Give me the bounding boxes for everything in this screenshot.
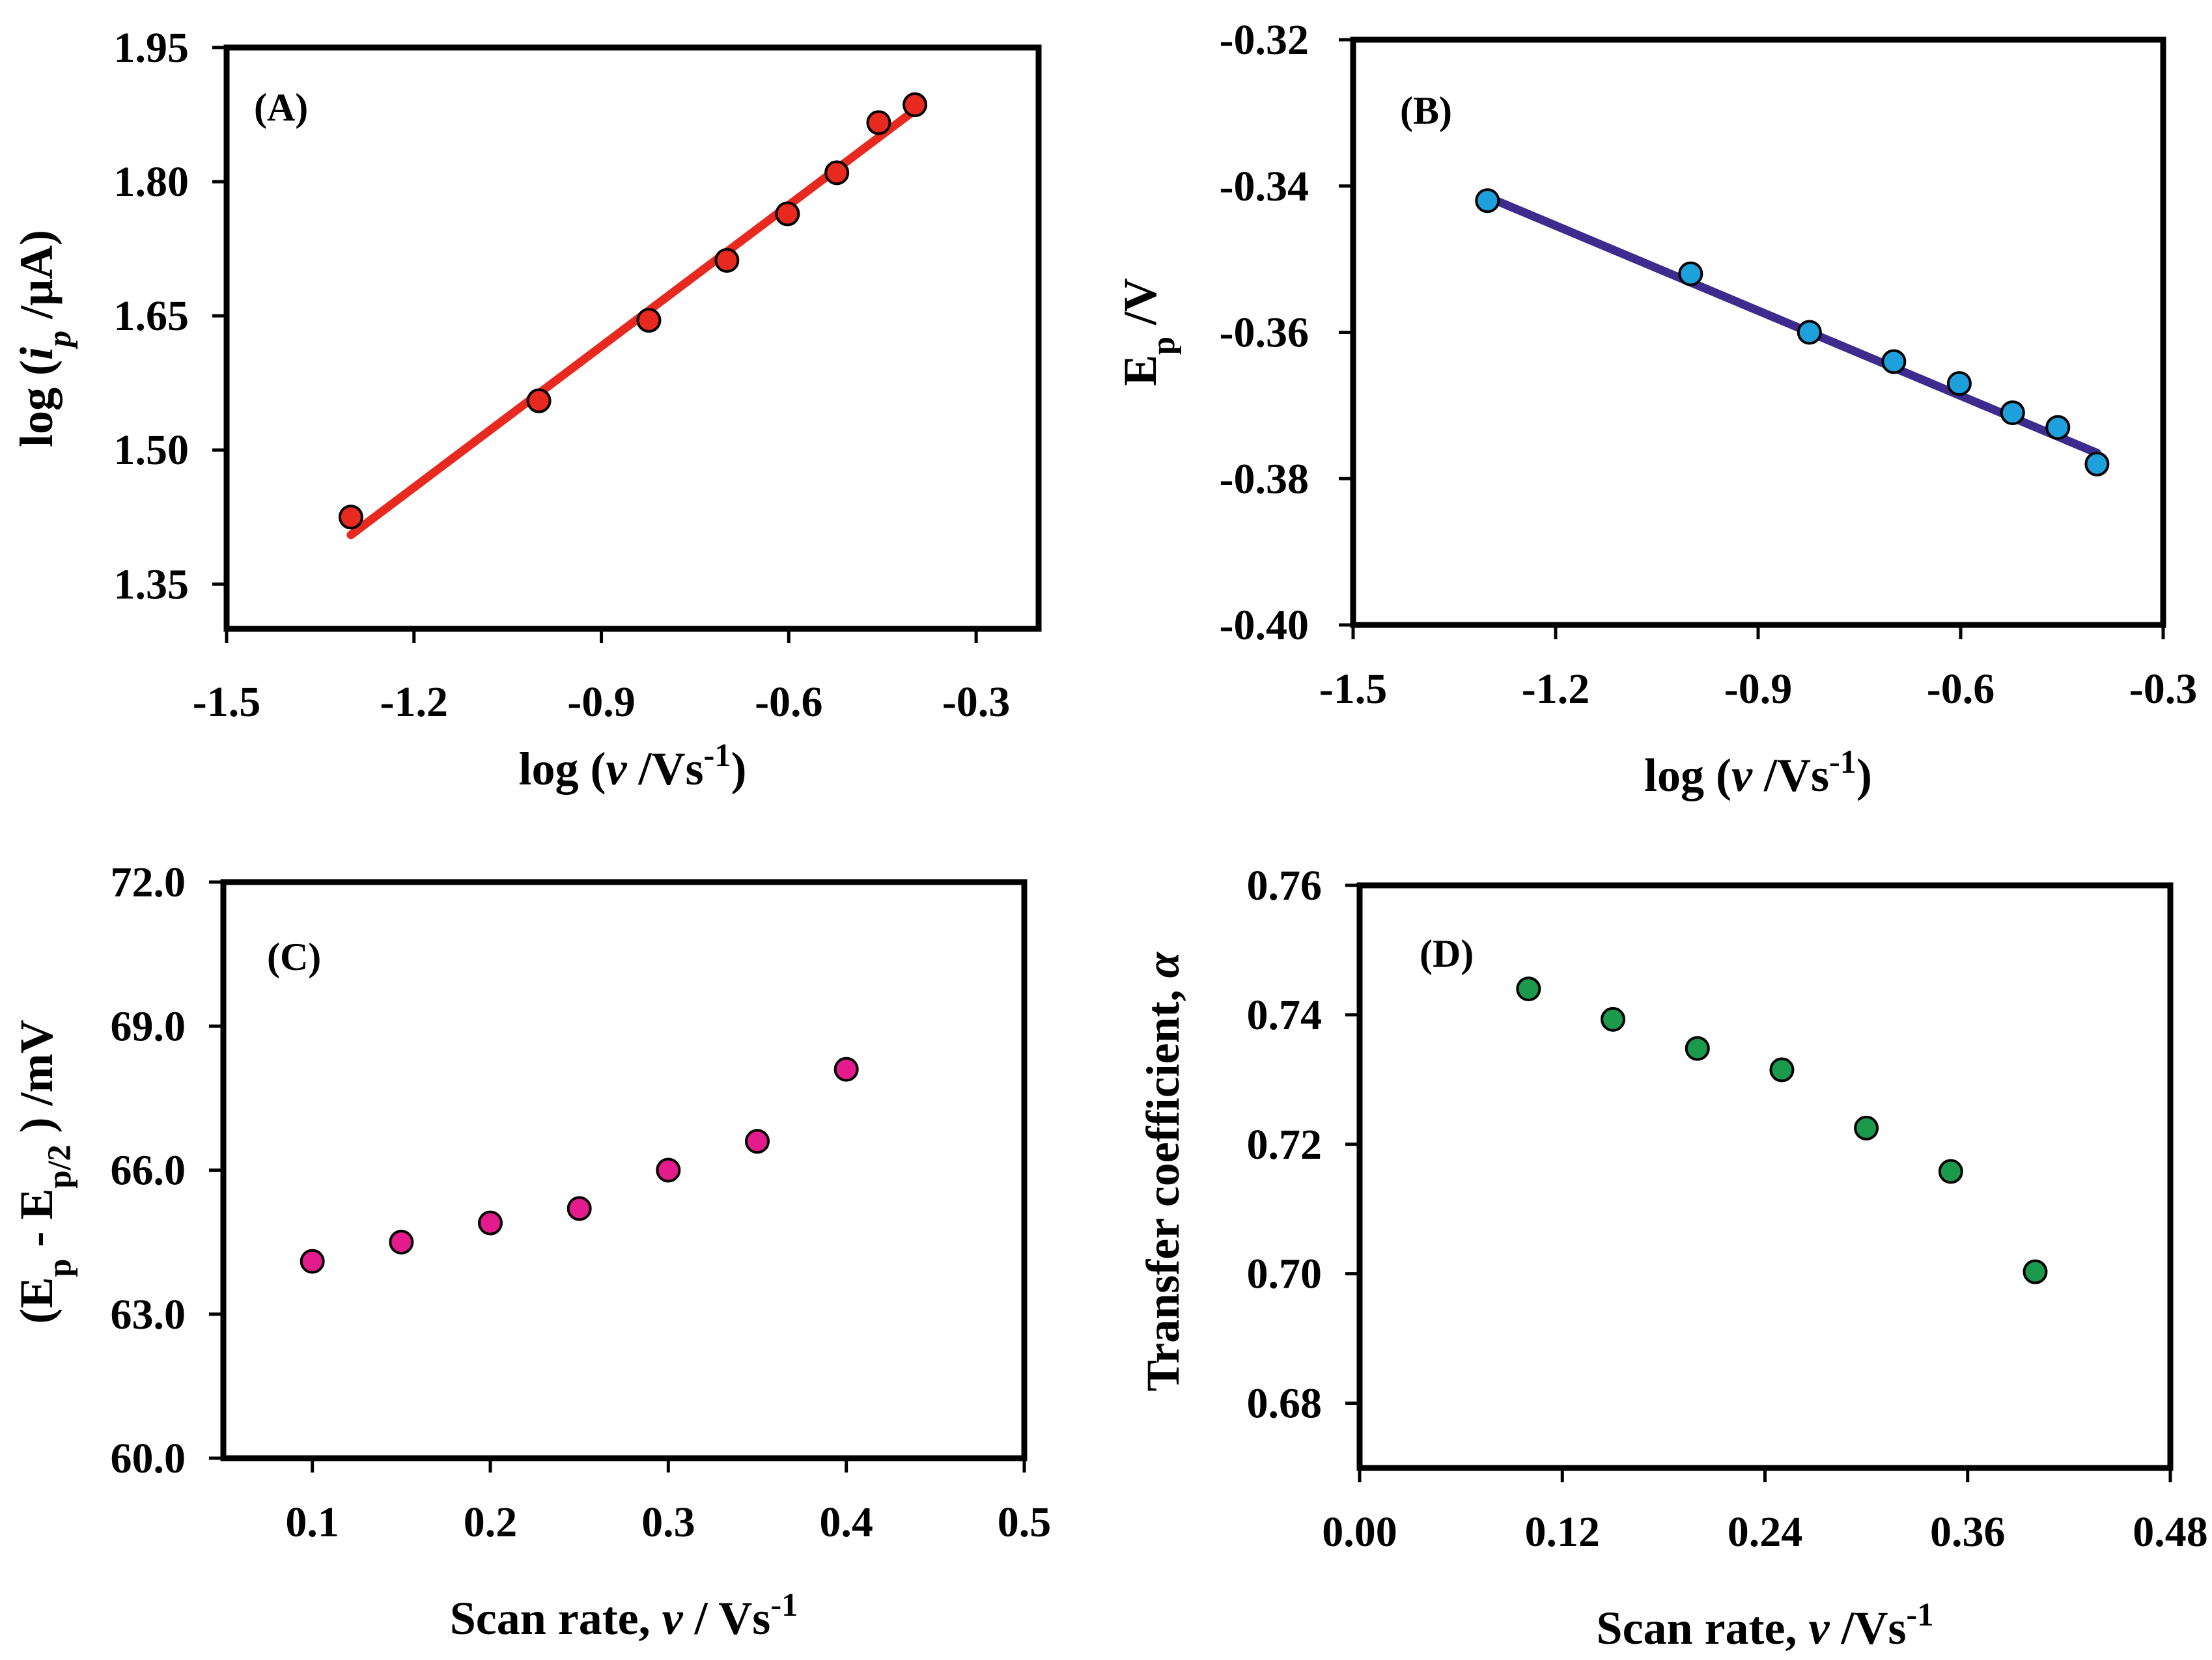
y-tick-label: -0.40 (1220, 602, 1309, 649)
y-tick-label: 66.0 (111, 1147, 186, 1195)
data-point (1601, 1006, 1626, 1032)
y-tick-label: 60.0 (111, 1435, 186, 1482)
data-point (1854, 1115, 1879, 1141)
data-point (1678, 261, 1703, 286)
y-tick-label: 1.65 (114, 292, 189, 340)
y-tick-label: 1.95 (114, 24, 189, 72)
y-tick-label: 69.0 (111, 1003, 186, 1050)
x-tick-label: 0.00 (1322, 1508, 1397, 1556)
data-point (824, 160, 850, 186)
x-tick-label: -0.6 (1927, 665, 1995, 713)
y-tick-label: 0.68 (1247, 1380, 1323, 1428)
panel-b: -1.5 -1.2 -0.9 -0.6 -0.3 -0.40 -0.38 -0.36 -0.34… (1114, 16, 2197, 801)
y-axis-title: (Ep - Ep/2 ) /mV (10, 1019, 77, 1323)
plot-frame (1350, 36, 2166, 628)
data-point (2084, 451, 2110, 477)
y-tick-label: 63.0 (111, 1291, 186, 1338)
x-tick-label: 0.12 (1525, 1508, 1601, 1556)
x-axis-title: Scan rate, v /Vs-1 (1597, 1596, 1934, 1654)
data-point (1685, 1036, 1710, 1061)
x-tick-label: 0.5 (998, 1499, 1052, 1546)
x-tick-label: 0.36 (1930, 1508, 2006, 1556)
panel-label: (B) (1400, 89, 1452, 132)
data-point (833, 1057, 859, 1082)
data-point (478, 1210, 503, 1236)
panel-a: -1.5 -1.2 -0.9 -0.6 -0.3 1.35 1.50 1.65 1.80 1.95… (10, 24, 1042, 795)
x-tick-label: -0.3 (2129, 665, 2197, 713)
data-point (903, 92, 928, 117)
data-point (2000, 400, 2025, 426)
x-tick-label: -1.5 (1319, 665, 1387, 713)
y-tick-label: -0.38 (1220, 455, 1309, 503)
x-axis-title: log (v /Vs-1) (519, 737, 747, 795)
data-point (714, 247, 740, 273)
x-tick-label: -1.5 (193, 678, 260, 726)
y-axis-title: Ep /V (1114, 278, 1181, 386)
data-point (526, 388, 552, 413)
x-axis-title: log (v /Vs-1) (1644, 743, 1872, 801)
data-point (300, 1249, 325, 1274)
data-point (1516, 976, 1541, 1002)
data-point (1797, 320, 1822, 345)
y-tick-label: 0.72 (1247, 1121, 1323, 1169)
x-tick-label: 0.48 (2133, 1508, 2208, 1556)
data-point (389, 1230, 414, 1255)
x-tick-label: 0.3 (641, 1499, 695, 1546)
y-axis-title: Transfer coefficient, α (1137, 951, 1189, 1391)
y-tick-label: 0.74 (1247, 991, 1323, 1039)
x-tick-label: -0.3 (942, 678, 1010, 726)
data-point (2023, 1259, 2048, 1284)
data-point (745, 1129, 770, 1154)
data-point (866, 110, 891, 135)
x-tick-label: -0.9 (567, 678, 635, 726)
x-tick-label: 0.1 (285, 1499, 339, 1546)
plot-frame (220, 879, 1028, 1461)
y-tick-label: -0.32 (1220, 16, 1309, 64)
data-point (775, 201, 800, 227)
data-point (1769, 1057, 1795, 1083)
y-tick-label: -0.34 (1220, 163, 1309, 210)
data-point (1475, 188, 1500, 214)
panel-label: (C) (267, 935, 321, 978)
x-tick-label: 0.24 (1728, 1508, 1803, 1556)
data-point (1881, 349, 1907, 374)
panel-c: 0.1 0.2 0.3 0.4 0.5 60.0 63.0 66.0 69.0 72.0 Scan … (10, 859, 1051, 1644)
panel-label: (A) (254, 86, 308, 129)
x-tick-label: -1.2 (380, 678, 448, 726)
y-axis-title: log (ip /μA) (10, 230, 77, 447)
panel-label: (D) (1420, 932, 1474, 975)
y-tick-label: 0.76 (1247, 862, 1323, 909)
y-tick-label: 1.35 (114, 560, 189, 608)
plot-frame (223, 44, 1042, 632)
data-point (567, 1196, 592, 1221)
x-tick-label: -1.2 (1522, 665, 1589, 713)
data-point (656, 1157, 681, 1183)
data-point (636, 308, 662, 333)
plot-frame (1356, 882, 2174, 1471)
data-point (338, 505, 363, 530)
y-tick-label: 72.0 (111, 859, 186, 906)
panel-d: 0.00 0.12 0.24 0.36 0.48 0.68 0.70 0.72 0.74 0.76… (1137, 862, 2208, 1654)
y-tick-label: 1.80 (114, 158, 189, 206)
fit-line (1483, 193, 2101, 458)
x-tick-label: -0.9 (1724, 665, 1792, 713)
data-point (1946, 371, 1972, 396)
x-tick-label: 0.4 (819, 1499, 873, 1546)
x-tick-label: 0.2 (464, 1499, 518, 1546)
data-point (1938, 1159, 1963, 1184)
x-tick-label: -0.6 (755, 678, 822, 726)
y-tick-label: -0.36 (1220, 309, 1309, 357)
y-tick-label: 0.70 (1247, 1251, 1323, 1298)
x-axis-title: Scan rate, v / Vs-1 (450, 1586, 798, 1644)
data-point (2045, 415, 2071, 440)
y-tick-label: 1.50 (114, 426, 189, 474)
fit-line (346, 105, 919, 540)
